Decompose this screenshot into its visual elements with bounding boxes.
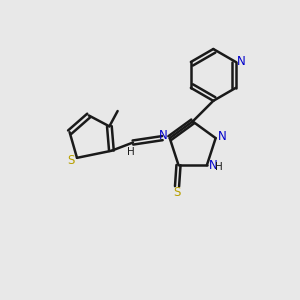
Text: N: N xyxy=(159,129,168,142)
Text: N: N xyxy=(218,130,226,143)
Text: S: S xyxy=(173,186,181,199)
Text: N: N xyxy=(237,56,245,68)
Text: H: H xyxy=(127,147,134,157)
Text: S: S xyxy=(67,154,74,167)
Text: H: H xyxy=(215,162,223,172)
Text: N: N xyxy=(209,159,218,172)
